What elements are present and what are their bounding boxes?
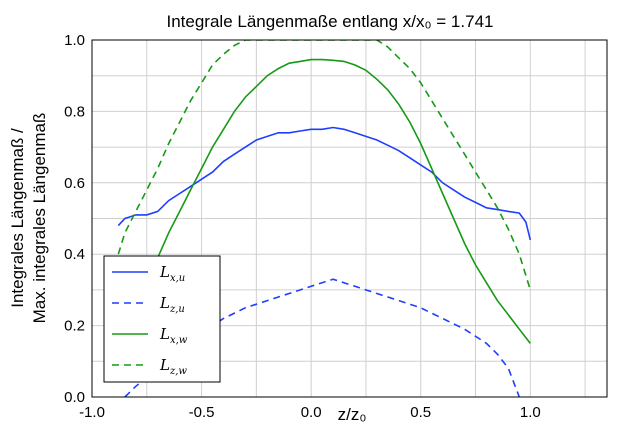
y-axis-label-line2: Max. integrales Längenmaß	[30, 113, 49, 324]
x-tick-label: 0.5	[410, 404, 431, 421]
x-tick-label: -0.5	[189, 404, 215, 421]
y-axis-label-line1: Integrales Längenmaß /	[8, 128, 27, 308]
y-tick-label: 0.8	[64, 103, 85, 120]
chart-title: Integrale Längenmaße entlang x/x₀ = 1.74…	[167, 12, 494, 31]
x-axis-label: z/z₀	[338, 405, 367, 424]
series-line-1	[117, 126, 532, 241]
tick-labels: -1.0 -0.5 0.0 0.5 1.0 0.0 0.2 0.4 0.6 0.8 1.0	[64, 32, 541, 421]
series-line-3	[146, 58, 531, 344]
y-tick-label: 0.0	[64, 389, 85, 406]
series-line-4	[117, 40, 532, 291]
y-tick-label: 1.0	[64, 32, 85, 49]
y-tick-label: 0.4	[64, 246, 85, 263]
y-tick-label: 0.2	[64, 318, 85, 335]
legend: Lx,uLz,uLx,wLz,w	[103, 255, 221, 383]
x-tick-label: 0.0	[301, 404, 322, 421]
x-tick-label: 1.0	[520, 404, 541, 421]
legend-box	[103, 255, 221, 383]
x-tick-label: -1.0	[79, 404, 105, 421]
plot-frame	[91, 39, 608, 398]
y-tick-label: 0.6	[64, 175, 85, 192]
